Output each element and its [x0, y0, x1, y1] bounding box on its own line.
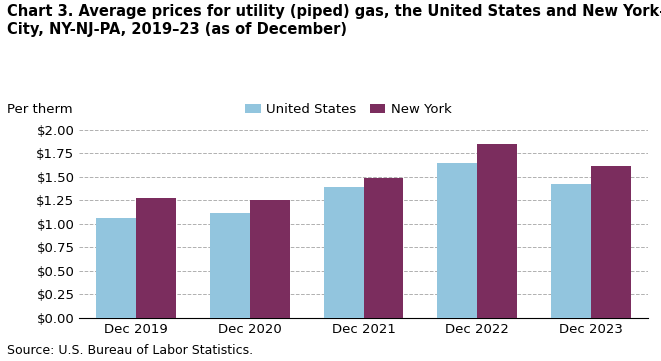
Bar: [250, 200, 290, 318]
Text: Per therm: Per therm: [7, 103, 72, 116]
Bar: [477, 144, 517, 318]
Bar: [364, 178, 403, 318]
Bar: [210, 213, 250, 318]
Bar: [438, 163, 477, 318]
Bar: [136, 197, 176, 318]
Text: Chart 3. Average prices for utility (piped) gas, the United States and New York-: Chart 3. Average prices for utility (pip…: [7, 4, 661, 37]
Bar: [551, 184, 591, 318]
Bar: [324, 187, 364, 318]
Bar: [591, 166, 631, 318]
Legend: United States, New York: United States, New York: [245, 103, 451, 116]
Bar: [97, 218, 136, 318]
Text: Source: U.S. Bureau of Labor Statistics.: Source: U.S. Bureau of Labor Statistics.: [7, 344, 253, 357]
